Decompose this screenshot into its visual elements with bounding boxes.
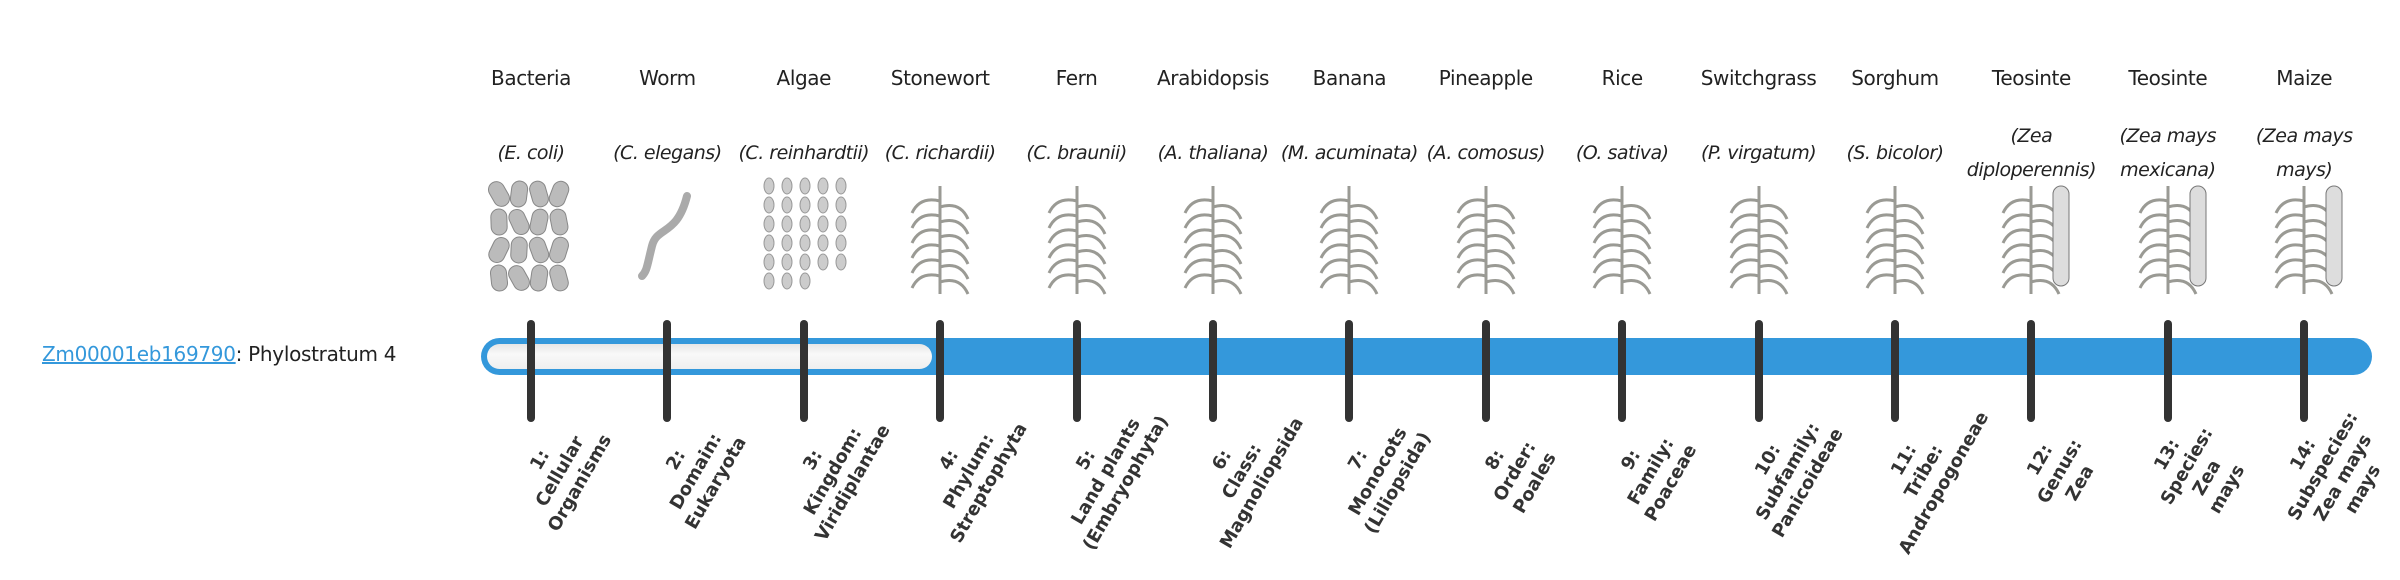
organism-scientific-name: (C. richardii) — [870, 118, 1010, 188]
stratum-tick — [1891, 320, 1899, 422]
banana-icon — [1279, 176, 1419, 296]
stratum-label: 9: Family: Poaceae — [1579, 381, 1724, 563]
scientific-name-text: (M. acuminata) — [1280, 142, 1419, 164]
scientific-name-text: (C. richardii) — [884, 142, 996, 164]
stratum-tick — [1209, 320, 1217, 422]
organism-name: Teosinte — [1991, 66, 2071, 90]
stratum-label: 10: Subfamily: Panicoideae — [1715, 381, 1860, 563]
scientific-name-text: (P. virgatum) — [1700, 142, 1817, 164]
scientific-name-text: (Zea diploperennis) — [1966, 125, 2097, 181]
organism-scientific-name: (O. sativa) — [1552, 118, 1692, 188]
phylostratum-bar — [481, 338, 2372, 375]
organism-scientific-name: (A. thaliana) — [1143, 118, 1283, 188]
organism-scientific-name: (E. coli) — [461, 118, 601, 188]
organism-name: Bacteria — [491, 66, 571, 90]
organism-scientific-name: (M. acuminata) — [1279, 118, 1419, 188]
stratum-label: 3: Kingdom: Viridiplantae — [760, 381, 905, 563]
stratum-tick — [1754, 320, 1763, 422]
organism-name: Switchgrass — [1700, 66, 1817, 90]
stonewort-icon — [870, 176, 1010, 296]
scientific-name-text: (O. sativa) — [1575, 142, 1669, 164]
stratum-label: 1: Cellular Organisms — [488, 381, 633, 563]
arabidopsis-icon — [1143, 176, 1283, 296]
organism-name: Arabidopsis — [1156, 66, 1270, 90]
scientific-name-text: (A. comosus) — [1426, 142, 1546, 164]
stratum-tick — [663, 320, 672, 422]
stratum-label: 5: Land plants (Embryophyta) — [1033, 381, 1178, 563]
bacteria-icon — [461, 176, 601, 296]
stratum-tick — [2300, 320, 2309, 422]
organism-scientific-name: (S. bicolor) — [1825, 118, 1965, 188]
organism-scientific-name: (C. reinhardtii) — [734, 118, 874, 188]
organism-scientific-name: (Zea diploperennis) — [1961, 118, 2101, 188]
organism-name: Banana — [1312, 66, 1387, 90]
stratum-label: 13: Species: Zea mays — [2114, 375, 2279, 568]
stratum-label: 11: Tribe: Andropogoneae — [1852, 381, 1997, 563]
stratum-tick — [1481, 320, 1490, 422]
organism-name: Pineapple — [1438, 66, 1533, 90]
organism-scientific-name: (Zea mays mays) — [2234, 118, 2374, 188]
organism-name: Fern — [1055, 66, 1098, 90]
stratum-tick — [799, 320, 808, 422]
organism-name: Algae — [776, 66, 832, 90]
organism-scientific-name: (P. virgatum) — [1689, 118, 1829, 188]
stratum-tick — [1618, 320, 1627, 422]
stratum-tick — [2163, 320, 2172, 422]
scientific-name-text: (E. coli) — [497, 142, 565, 164]
scientific-name-text: (S. bicolor) — [1846, 142, 1944, 164]
scientific-name-text: (C. braunii) — [1026, 142, 1127, 164]
teosinte-icon — [1961, 176, 2101, 296]
stratum-tick — [2027, 320, 2036, 422]
gene-id-link[interactable]: Zm00001eb169790 — [42, 342, 236, 366]
stratum-label: 7: Monocots (Liliopsida) — [1306, 381, 1451, 563]
organism-name: Stonewort — [890, 66, 990, 90]
worm-icon — [597, 176, 737, 296]
sorghum-icon — [1825, 176, 1965, 296]
organism-scientific-name: (C. elegans) — [597, 118, 737, 188]
organism-scientific-name: (Zea mays mexicana) — [2098, 118, 2238, 188]
stratum-label: 4: Phylum: Streptophyta — [897, 381, 1042, 563]
rice-icon — [1552, 176, 1692, 296]
stratum-label: 12: Genus: Zea — [1988, 381, 2133, 563]
organism-name: Sorghum — [1851, 66, 1939, 90]
stratum-tick — [1345, 320, 1354, 422]
scientific-name-text: (C. reinhardtii) — [738, 142, 870, 164]
stratum-label: 6: Class: Magnoliopsida — [1170, 381, 1315, 563]
scientific-name-text: (Zea mays mays) — [2255, 125, 2353, 181]
scientific-name-text: (C. elegans) — [613, 142, 722, 164]
stratum-label: 8: Order: Poales — [1442, 381, 1587, 563]
fern-icon — [1007, 176, 1147, 296]
scientific-name-text: (Zea mays mexicana) — [2119, 125, 2217, 181]
stratum-tick — [527, 320, 535, 422]
maize-icon — [2234, 176, 2374, 296]
organism-name: Rice — [1601, 66, 1644, 90]
organism-name: Maize — [2276, 66, 2333, 90]
switchgrass-icon — [1689, 176, 1829, 296]
pineapple-icon — [1416, 176, 1556, 296]
stratum-label: 14: Subspecies: Zea mays mays — [2251, 375, 2400, 568]
stratum-tick — [1072, 320, 1081, 422]
stratum-label: 2: Domain: Eukaryota — [624, 381, 769, 563]
organism-scientific-name: (C. braunii) — [1007, 118, 1147, 188]
scientific-name-text: (A. thaliana) — [1157, 142, 1269, 164]
organism-name: Teosinte — [2128, 66, 2208, 90]
organism-scientific-name: (A. comosus) — [1416, 118, 1556, 188]
algae-icon — [734, 176, 874, 296]
gene-phylostratum-label: Zm00001eb169790: Phylostratum 4 — [42, 342, 396, 366]
organism-name: Worm — [639, 66, 696, 90]
phylostratum-text: : Phylostratum 4 — [235, 342, 397, 366]
bar-unfilled-segment — [487, 344, 933, 369]
teosinte-icon — [2098, 176, 2238, 296]
stratum-tick — [936, 320, 945, 422]
